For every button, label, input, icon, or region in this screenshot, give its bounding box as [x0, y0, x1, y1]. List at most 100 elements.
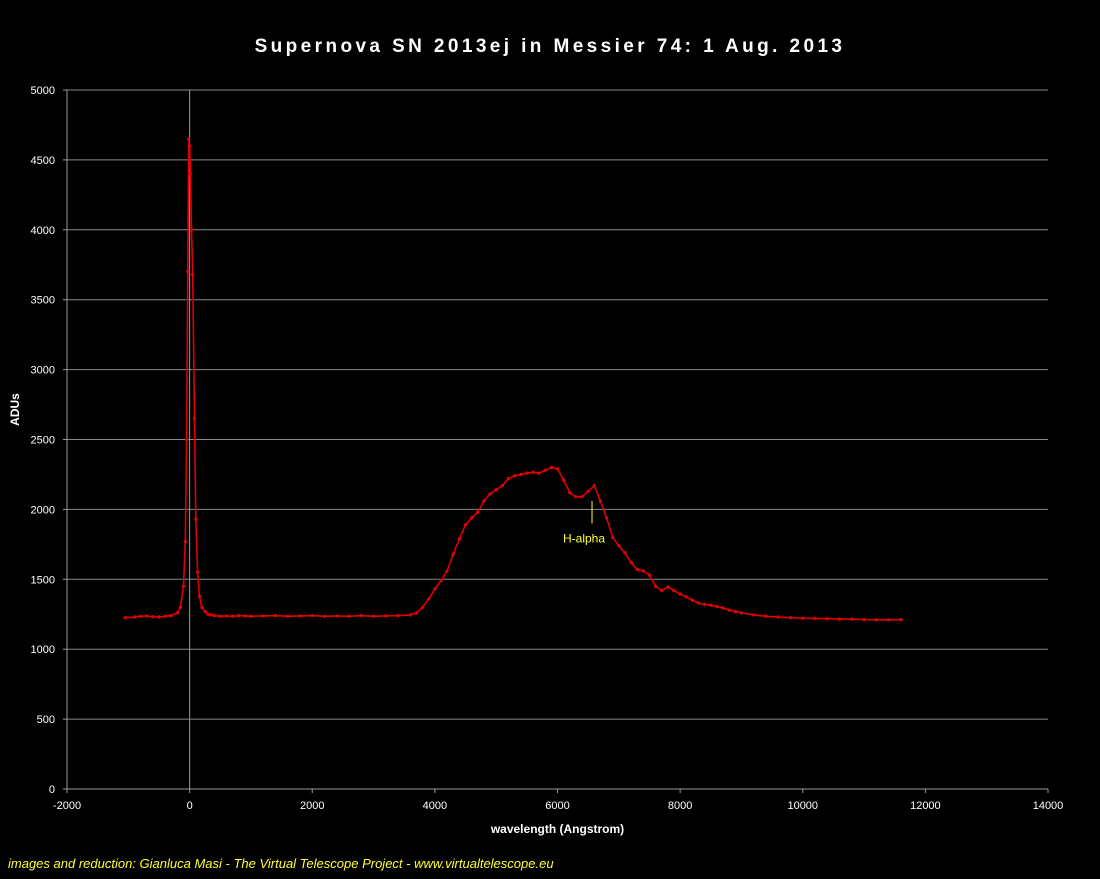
data-point — [396, 613, 400, 618]
data-point — [335, 614, 339, 618]
data-point — [801, 616, 805, 620]
data-point — [203, 609, 207, 614]
y-tick-label: 1000 — [31, 644, 55, 656]
data-point — [433, 587, 437, 591]
data-point — [825, 617, 829, 621]
data-point — [384, 614, 388, 618]
data-point — [123, 616, 127, 620]
data-point — [457, 537, 462, 541]
data-point — [200, 605, 204, 609]
data-point — [488, 492, 492, 496]
data-point — [371, 614, 376, 618]
data-point — [862, 617, 866, 622]
data-point — [187, 137, 191, 141]
data-point — [237, 613, 241, 618]
data-point — [249, 614, 253, 618]
data-point — [151, 615, 155, 619]
data-point — [672, 588, 676, 593]
data-point — [476, 510, 480, 514]
data-point — [788, 616, 793, 620]
data-point — [187, 144, 192, 148]
data-point — [175, 611, 180, 615]
h-alpha-label: H-alpha — [563, 531, 605, 545]
y-tick-label: 2500 — [31, 435, 55, 447]
data-point — [543, 468, 547, 472]
y-axis-label: ADUs — [8, 393, 22, 426]
data-point — [666, 585, 670, 589]
data-point — [813, 616, 817, 621]
data-point — [506, 476, 511, 481]
data-point — [500, 483, 504, 488]
data-point — [696, 601, 701, 605]
data-point — [653, 584, 658, 588]
x-tick-label: 10000 — [787, 800, 818, 812]
data-point — [184, 437, 189, 442]
x-axis-label: wavelength (Angstrom) — [490, 822, 624, 836]
y-tick-label: 3000 — [31, 365, 55, 377]
data-point — [298, 614, 302, 618]
data-point — [635, 567, 639, 572]
data-point — [580, 495, 584, 499]
data-point — [525, 471, 529, 475]
data-point — [408, 613, 412, 617]
data-point — [286, 614, 290, 618]
data-point — [678, 592, 682, 596]
data-point — [604, 516, 609, 520]
data-point — [414, 611, 419, 615]
data-point — [427, 597, 431, 601]
data-point — [623, 551, 627, 555]
y-tick-label: 3500 — [31, 295, 55, 307]
data-point — [727, 608, 731, 612]
data-point — [617, 544, 621, 548]
data-point — [322, 614, 327, 618]
data-point — [715, 604, 719, 609]
data-point — [189, 228, 194, 232]
data-point — [192, 416, 197, 421]
data-point — [138, 614, 143, 618]
data-point — [230, 614, 235, 618]
x-tick-label: 2000 — [300, 800, 324, 812]
data-point — [702, 602, 707, 607]
data-point — [209, 613, 213, 617]
data-point — [574, 495, 578, 499]
x-tick-labels: -2000 0 2000 4000 6000 8000 10000 12000 14000 — [53, 800, 1063, 812]
data-point — [347, 614, 351, 618]
data-point — [739, 611, 744, 615]
data-point — [512, 474, 517, 478]
y-tick-label: 5000 — [31, 85, 55, 97]
y-tick-label: 4500 — [31, 155, 55, 167]
data-point — [721, 606, 725, 610]
data-point — [837, 617, 842, 621]
data-point — [212, 613, 216, 618]
data-point — [218, 614, 222, 618]
data-point — [169, 613, 173, 618]
data-point — [641, 569, 645, 573]
data-point — [186, 270, 190, 274]
x-tick-label: 14000 — [1033, 800, 1064, 812]
data-point — [445, 569, 449, 573]
data-point — [188, 172, 193, 176]
y-tick-label: 1500 — [31, 574, 55, 586]
data-point — [647, 573, 652, 577]
data-point — [874, 618, 878, 622]
y-tick-label: 4000 — [31, 225, 55, 237]
data-point — [850, 617, 854, 621]
data-point — [519, 472, 523, 477]
data-point — [494, 488, 498, 492]
data-point — [191, 272, 195, 277]
data-point — [197, 594, 202, 598]
data-point — [451, 552, 455, 556]
data-point — [273, 613, 278, 618]
x-tick-label: -2000 — [53, 800, 81, 812]
data-point — [660, 588, 664, 593]
data-point — [463, 523, 468, 527]
x-tick-label: 8000 — [668, 800, 692, 812]
data-point — [592, 483, 596, 488]
chart-title: Supernova SN 2013ej in Messier 74: 1 Aug… — [254, 36, 846, 57]
data-point — [181, 584, 186, 588]
data-point — [420, 605, 425, 609]
data-point — [439, 579, 443, 583]
data-point — [145, 614, 149, 618]
data-point — [206, 612, 210, 616]
